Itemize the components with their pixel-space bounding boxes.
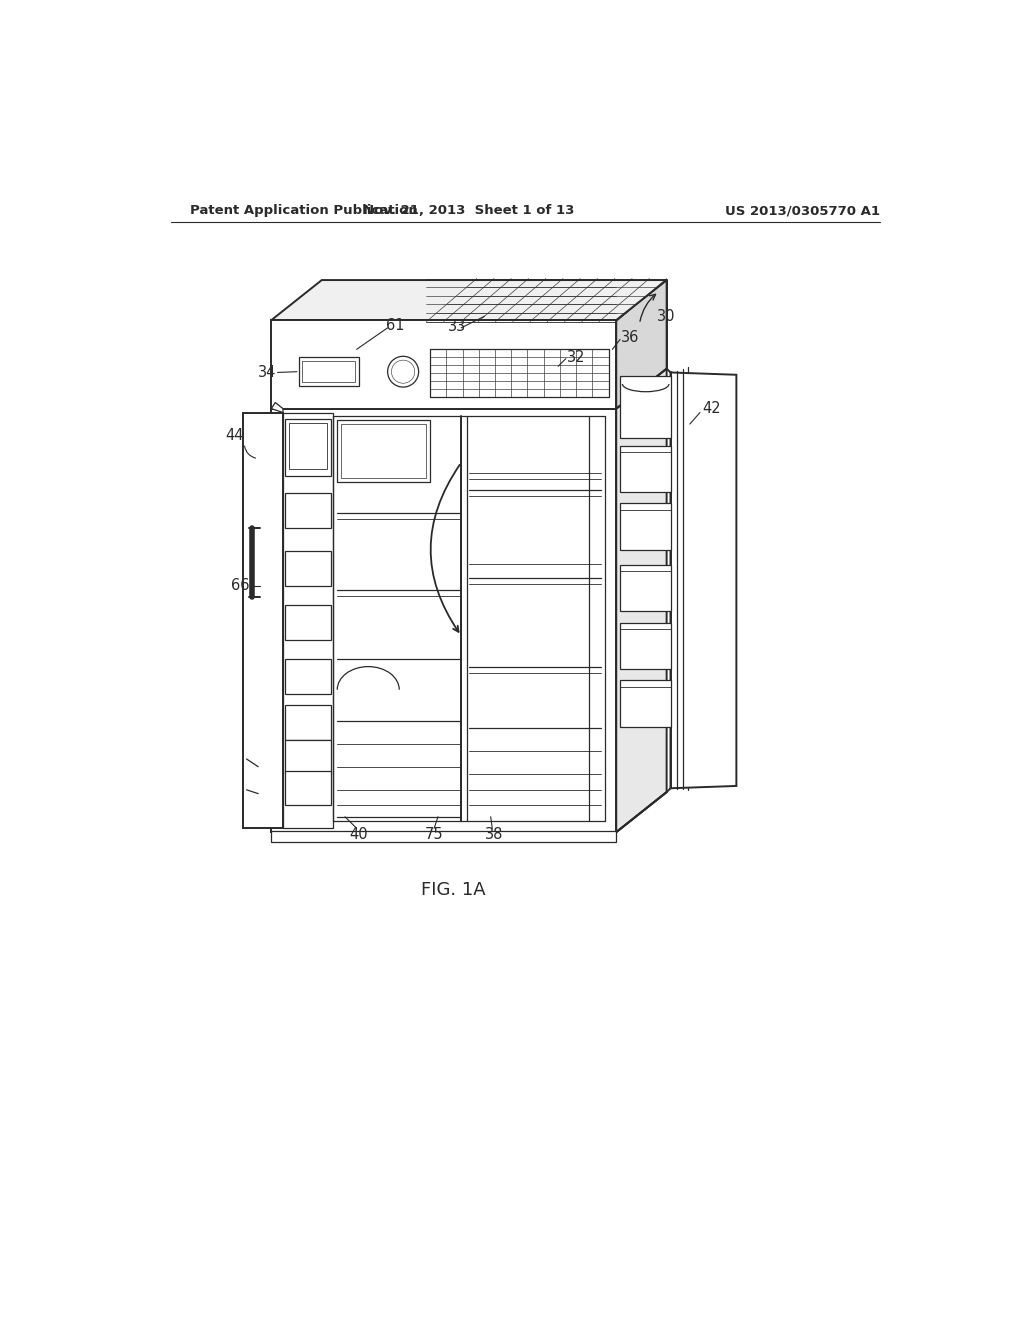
Bar [286, 552, 331, 586]
Circle shape [391, 360, 415, 383]
Text: Patent Application Publication: Patent Application Publication [190, 205, 418, 218]
Text: 33: 33 [449, 318, 467, 334]
Text: 75: 75 [425, 826, 443, 842]
Text: 40: 40 [349, 826, 369, 842]
Polygon shape [671, 372, 736, 788]
Text: 66: 66 [231, 578, 250, 593]
Bar [302, 360, 355, 383]
Polygon shape [616, 368, 667, 832]
Bar [286, 705, 331, 739]
Text: 32: 32 [566, 350, 585, 364]
Bar [337, 420, 430, 482]
Polygon shape [621, 623, 671, 669]
Bar [286, 771, 331, 805]
Text: 36: 36 [621, 330, 639, 345]
Bar [271, 830, 616, 842]
Bar [286, 494, 331, 528]
Polygon shape [243, 412, 283, 829]
Text: 44: 44 [225, 428, 244, 444]
Bar [289, 422, 328, 469]
Bar [341, 424, 426, 478]
Bar [286, 739, 331, 775]
Text: Nov. 21, 2013  Sheet 1 of 13: Nov. 21, 2013 Sheet 1 of 13 [364, 205, 574, 218]
Circle shape [388, 356, 419, 387]
Text: 61: 61 [386, 318, 404, 333]
Polygon shape [621, 503, 671, 549]
Polygon shape [271, 321, 616, 409]
Polygon shape [271, 280, 667, 321]
Polygon shape [283, 412, 334, 829]
Text: 42: 42 [702, 401, 721, 416]
Polygon shape [271, 409, 616, 832]
Polygon shape [621, 376, 671, 438]
Polygon shape [616, 280, 667, 409]
Bar [299, 358, 359, 387]
Text: US 2013/0305770 A1: US 2013/0305770 A1 [725, 205, 880, 218]
Polygon shape [621, 565, 671, 611]
Text: FIG. 1A: FIG. 1A [421, 880, 485, 899]
Polygon shape [271, 403, 283, 412]
Text: 34: 34 [258, 364, 276, 380]
Polygon shape [621, 446, 671, 492]
Bar [286, 659, 331, 693]
Text: 30: 30 [657, 309, 676, 323]
Polygon shape [621, 681, 671, 726]
Text: 38: 38 [484, 826, 503, 842]
Bar [286, 418, 331, 477]
Bar [286, 605, 331, 640]
